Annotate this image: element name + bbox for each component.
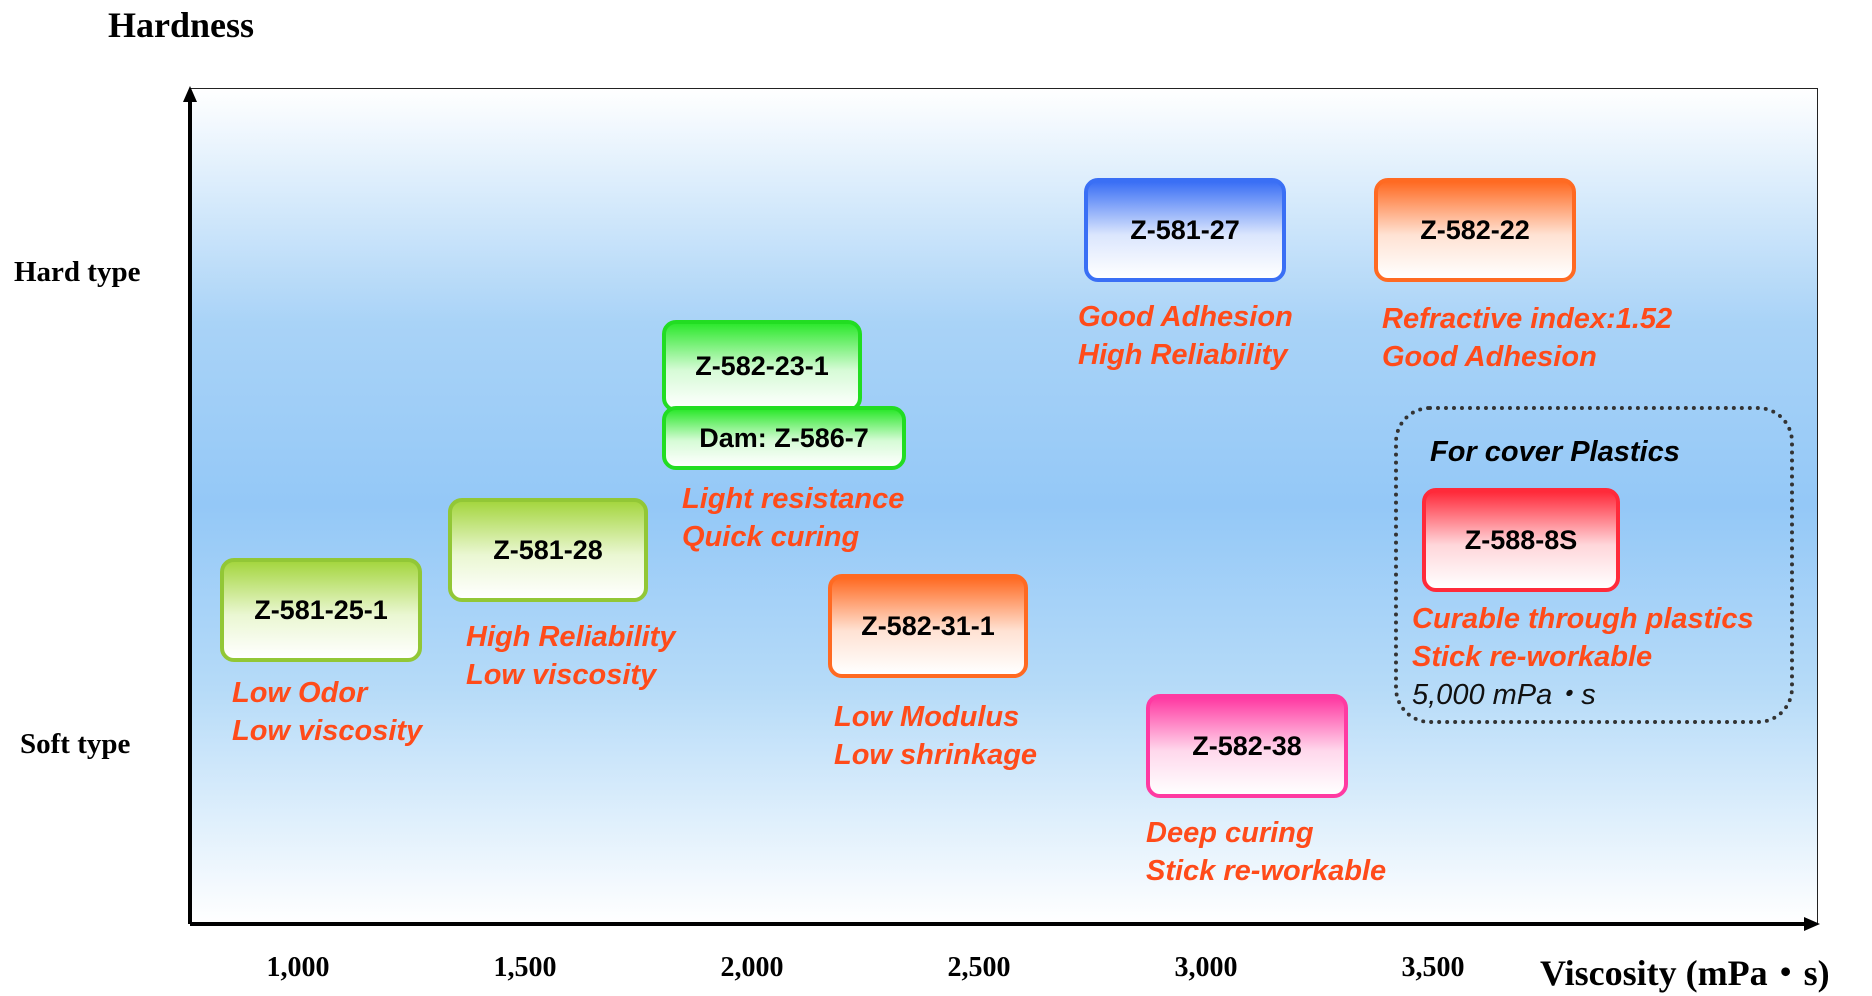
product-box-z-582-38: Z-582-38 [1146,694,1348,798]
product-box-z-581-28: Z-581-28 [448,498,648,602]
feature-text: 5,000 mPa・s [1412,679,1596,711]
feature-text: Light resistance [682,483,905,515]
feature-text: Low viscosity [232,715,423,747]
cover-plastics-title: For cover Plastics [1430,436,1680,468]
feature-text: Good Adhesion [1382,341,1597,373]
feature-text: Good Adhesion [1078,301,1293,333]
feature-text: High Reliability [466,621,676,653]
product-box-z-582-23-1: Z-582-23-1 [662,320,862,412]
feature-list-z-581-25-1: Low Odor Low viscosity [232,674,422,750]
feature-text: Refractive index:1.52 [1382,303,1673,335]
x-tick-label: 1,500 [493,952,557,983]
feature-text: Stick re-workable [1146,855,1387,887]
x-axis-title: Viscosity (mPa・s) [1540,953,1830,993]
feature-text: High Reliability [1078,339,1288,371]
feature-text: Low Odor [232,677,368,709]
soft-type-label: Soft type [20,728,131,760]
feature-list-z-582-38: Deep curing Stick re-workable [1146,814,1386,890]
x-tick-label: 2,500 [947,952,1011,983]
cover-plastics-group [1394,406,1794,724]
x-tick-label: 3,500 [1401,952,1465,983]
product-box-z-582-31-1: Z-582-31-1 [828,574,1028,678]
feature-list-z-581-28: High Reliability Low viscosity [466,618,675,694]
feature-list-z-582-31-1: Low Modulus Low shrinkage [834,698,1037,774]
feature-text: Low viscosity [466,659,657,691]
product-box-z-581-25-1: Z-581-25-1 [220,558,422,662]
x-tick-label: 3,000 [1174,952,1238,983]
hard-type-label: Hard type [14,256,141,288]
feature-text: Low shrinkage [834,739,1038,771]
feature-list-z-588-8s: Curable through plastics Stick re-workab… [1412,600,1754,714]
product-box-z-588-8s: Z-588-8S [1422,488,1620,592]
x-tick-label: 1,000 [266,952,330,983]
product-box-z-581-27: Z-581-27 [1084,178,1286,282]
product-box-dam-z-586-7: Dam: Z-586-7 [662,406,906,470]
feature-list-z-582-23-1: Light resistance Quick curing [682,480,904,556]
feature-text: Deep curing [1146,817,1314,849]
x-tick-label: 2,000 [720,952,784,983]
y-axis-title: Hardness [108,5,255,45]
feature-list-z-581-27: Good Adhesion High Reliability [1078,298,1293,374]
feature-text: Low Modulus [834,701,1020,733]
feature-text: Curable through plastics [1412,603,1754,635]
feature-text: Quick curing [682,521,860,553]
product-box-z-582-22: Z-582-22 [1374,178,1576,282]
feature-list-z-582-22: Refractive index:1.52 Good Adhesion [1382,300,1672,376]
feature-text: Stick re-workable [1412,641,1653,673]
